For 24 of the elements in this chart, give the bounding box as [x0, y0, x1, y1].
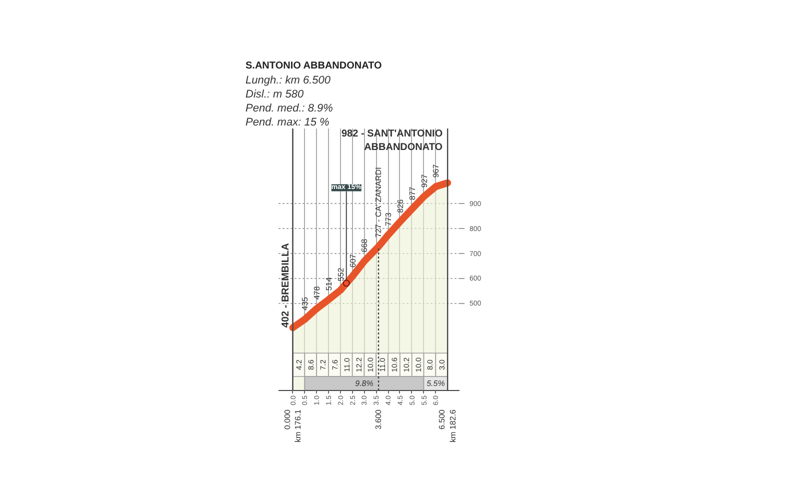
data-label: 478 [312, 286, 322, 300]
data-label: 826 [396, 198, 405, 213]
text: Lungh.: km 6.500 [246, 74, 332, 86]
data-label: 727 - CA' ZANARDI [374, 167, 384, 238]
data-label: 668 [360, 238, 370, 252]
data-label: 927 [420, 174, 429, 188]
data-label: 982 - SANT'ANTONIO ABBANDONATO [341, 128, 443, 153]
band-label: 5.5% [426, 379, 445, 388]
ref-line-label: 6.500 km 182.6 [438, 408, 458, 442]
data-label: 967 [432, 164, 441, 178]
text: Pend. med.: 8.9% [246, 102, 334, 114]
data-label: 402 - BREMBILLA [280, 243, 292, 328]
data-label: 607 [348, 254, 358, 268]
data-label: 435 [300, 296, 310, 310]
ref-line-label: 0.000 km 176.1 [282, 408, 303, 442]
text: Disl.: m 580 [246, 88, 304, 100]
chart-title: S.ANTONIO ABBANDONATO [246, 60, 382, 72]
annotation: Pend. max: 15 % [246, 116, 330, 128]
data-label: 773 [384, 212, 394, 226]
ref-line-label: 3.600 [374, 408, 384, 430]
data-label: 514 [324, 276, 334, 291]
data-label: 552 [336, 267, 346, 282]
data-label: 877 [408, 186, 417, 200]
band-label: 9.8% [355, 379, 374, 388]
